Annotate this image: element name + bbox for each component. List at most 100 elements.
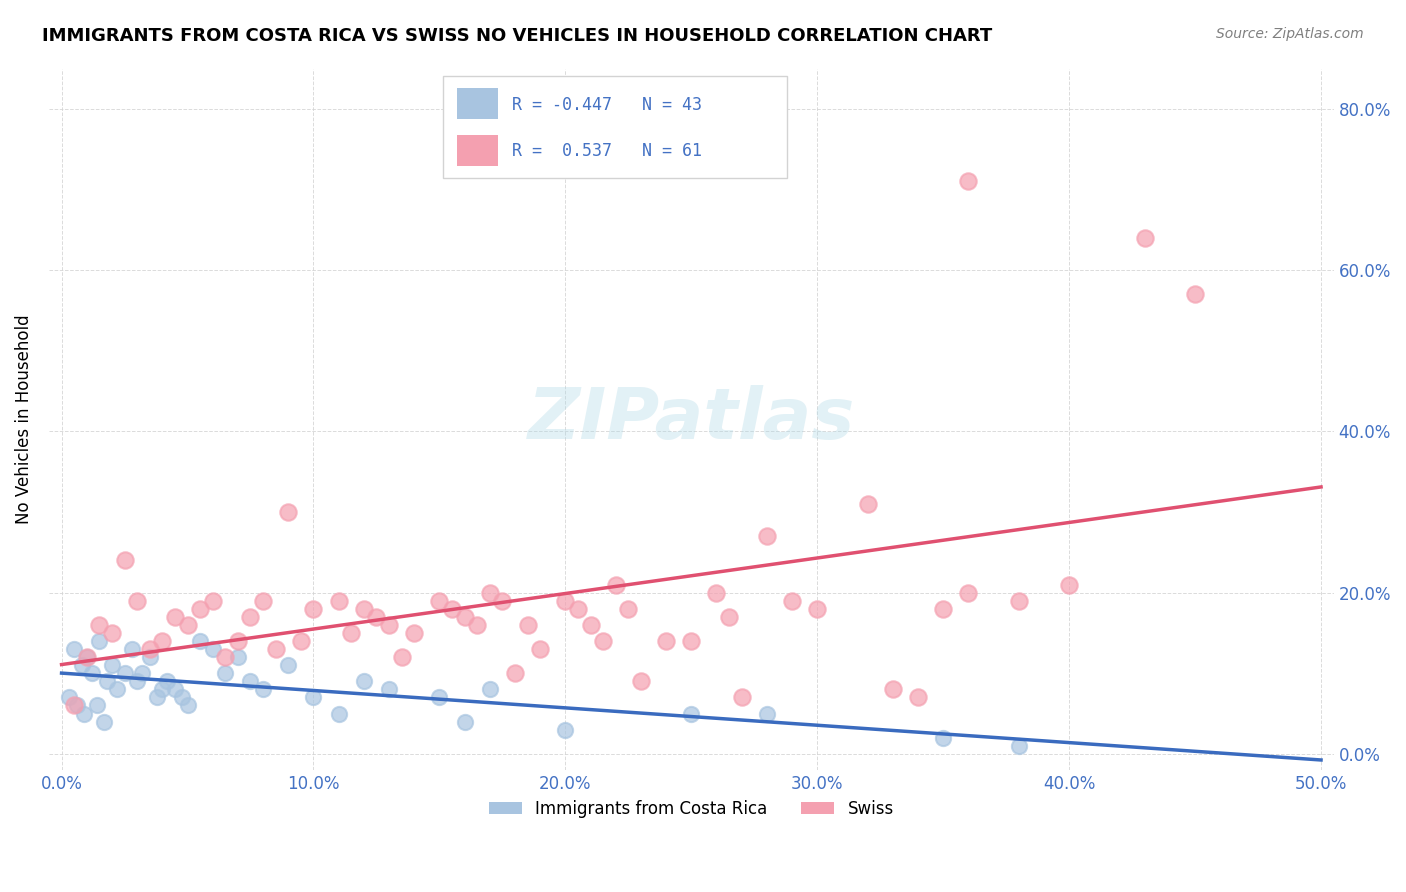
Point: [127, 593, 149, 607]
Point: [252, 593, 274, 607]
Point: [1008, 739, 1031, 753]
Point: [277, 505, 299, 519]
Text: Source: ZipAtlas.com: Source: ZipAtlas.com: [1216, 27, 1364, 41]
Point: [214, 666, 236, 681]
Point: [366, 609, 388, 624]
Point: [465, 618, 488, 632]
Point: [1057, 577, 1080, 591]
Point: [214, 650, 236, 665]
Point: [302, 601, 325, 615]
Point: [731, 690, 754, 705]
Point: [1008, 593, 1031, 607]
Point: [86, 698, 108, 713]
Point: [76, 650, 98, 665]
Point: [138, 650, 160, 665]
Point: [146, 690, 169, 705]
Point: [592, 634, 614, 648]
Point: [302, 690, 325, 705]
Point: [429, 690, 451, 705]
Point: [89, 634, 111, 648]
Point: [121, 642, 143, 657]
Legend: Immigrants from Costa Rica, Swiss: Immigrants from Costa Rica, Swiss: [482, 794, 901, 825]
Point: [201, 593, 224, 607]
Point: [73, 706, 96, 721]
Bar: [457, 136, 498, 166]
Point: [114, 553, 136, 567]
Point: [554, 593, 576, 607]
Point: [1184, 287, 1206, 301]
Point: [176, 698, 198, 713]
Point: [957, 174, 980, 188]
Point: [453, 714, 475, 729]
Point: [188, 634, 211, 648]
Point: [440, 601, 463, 615]
Point: [89, 618, 111, 632]
Point: [172, 690, 194, 705]
Point: [579, 618, 602, 632]
Point: [163, 682, 186, 697]
Point: [131, 666, 153, 681]
Point: [378, 618, 401, 632]
Text: IMMIGRANTS FROM COSTA RICA VS SWISS NO VEHICLES IN HOUSEHOLD CORRELATION CHART: IMMIGRANTS FROM COSTA RICA VS SWISS NO V…: [42, 27, 993, 45]
Point: [755, 706, 778, 721]
Point: [882, 682, 904, 697]
Point: [96, 674, 118, 689]
Text: ZIPatlas: ZIPatlas: [527, 384, 855, 454]
Point: [239, 674, 262, 689]
Point: [80, 666, 103, 681]
Point: [554, 723, 576, 737]
Point: [1133, 231, 1156, 245]
Point: [404, 626, 426, 640]
Point: [567, 601, 589, 615]
Point: [478, 585, 501, 599]
Point: [226, 634, 249, 648]
Point: [429, 593, 451, 607]
Point: [503, 666, 526, 681]
Point: [264, 642, 287, 657]
Point: [150, 682, 173, 697]
Bar: [457, 88, 498, 119]
Point: [226, 650, 249, 665]
Text: R = -0.447   N = 43: R = -0.447 N = 43: [512, 95, 702, 113]
Point: [806, 601, 828, 615]
Point: [478, 682, 501, 697]
Point: [780, 593, 803, 607]
Y-axis label: No Vehicles in Household: No Vehicles in Household: [15, 315, 32, 524]
Point: [932, 601, 955, 615]
Point: [63, 642, 86, 657]
Point: [239, 609, 262, 624]
Point: [156, 674, 179, 689]
Point: [105, 682, 128, 697]
Point: [76, 650, 98, 665]
Point: [340, 626, 363, 640]
Point: [176, 618, 198, 632]
Point: [63, 698, 86, 713]
Point: [856, 497, 879, 511]
Point: [150, 634, 173, 648]
Point: [353, 601, 375, 615]
Point: [127, 674, 149, 689]
Point: [252, 682, 274, 697]
Point: [70, 658, 93, 673]
Point: [655, 634, 678, 648]
Point: [188, 601, 211, 615]
Point: [755, 529, 778, 543]
Point: [101, 626, 124, 640]
Point: [516, 618, 538, 632]
Point: [529, 642, 551, 657]
Point: [163, 609, 186, 624]
Point: [706, 585, 728, 599]
Point: [617, 601, 640, 615]
Point: [378, 682, 401, 697]
Point: [681, 634, 703, 648]
Text: R =  0.537   N = 61: R = 0.537 N = 61: [512, 142, 702, 160]
Point: [328, 593, 350, 607]
Point: [58, 690, 80, 705]
Point: [453, 609, 475, 624]
Point: [353, 674, 375, 689]
Point: [718, 609, 741, 624]
Point: [391, 650, 413, 665]
Point: [66, 698, 89, 713]
Point: [138, 642, 160, 657]
Point: [907, 690, 929, 705]
